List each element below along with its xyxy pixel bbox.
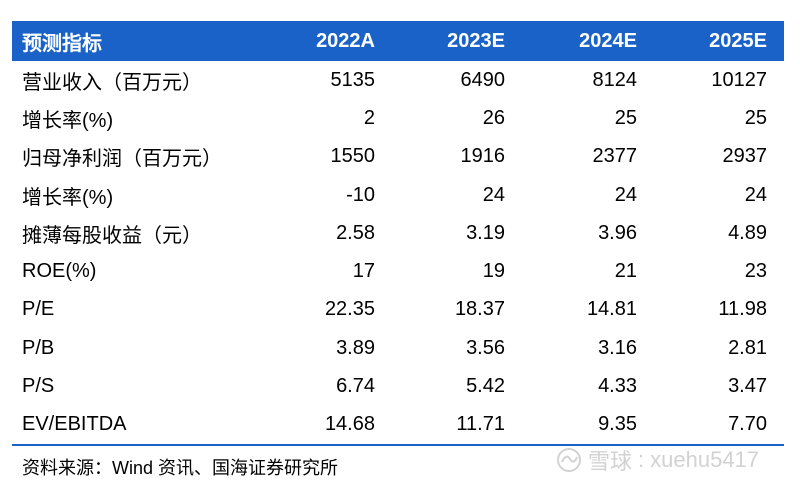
cell-value: 24 — [744, 183, 767, 206]
cell-value: 3.89 — [336, 336, 375, 359]
cell-value: 6.74 — [336, 375, 375, 398]
watermark: 雪球 : xuehu5417 — [556, 444, 759, 476]
row-label: 归母净利润（百万元） — [22, 148, 222, 171]
row-label: 增长率(%) — [22, 109, 114, 132]
cell-value: 19 — [482, 260, 505, 283]
row-label: 摊薄每股收益（元） — [22, 224, 202, 247]
cell-value: 3.96 — [598, 221, 637, 244]
cell-value: 1550 — [330, 145, 376, 168]
cell-value: 4.89 — [728, 221, 767, 244]
cell-value: 21 — [614, 260, 637, 283]
row-label: P/B — [22, 336, 55, 359]
cell-value: 23 — [744, 260, 767, 283]
table-row: 增长率(%) -10 24 24 24 — [12, 176, 784, 214]
header-year-2024: 2024E — [579, 29, 637, 52]
table-bottom-divider — [12, 443, 784, 446]
cell-value: 3.19 — [466, 221, 505, 244]
table-row: EV/EBITDA 14.68 11.71 9.35 7.70 — [12, 406, 784, 444]
cell-value: 6490 — [460, 68, 506, 91]
cell-value: 9.35 — [598, 413, 637, 436]
cell-value: 5135 — [330, 68, 376, 91]
cell-value: 2.58 — [336, 221, 375, 244]
table-row: 归母净利润（百万元） 1550 1916 2377 2937 — [12, 138, 784, 176]
cell-value: 3.47 — [728, 375, 767, 398]
table-header: 预测指标 2022A 2023E 2024E 2025E — [12, 21, 784, 61]
cell-value: 22.35 — [324, 298, 375, 321]
cell-value: 3.16 — [598, 336, 637, 359]
cell-value: 26 — [482, 106, 505, 129]
cell-value: 14.68 — [324, 413, 375, 436]
cell-value: 24 — [482, 183, 505, 206]
watermark-brand: 雪球 — [588, 449, 633, 474]
watermark-user: xuehu5417 — [650, 447, 760, 472]
cell-value: 11.98 — [718, 298, 767, 321]
header-year-2022: 2022A — [316, 29, 375, 52]
watermark-separator: : — [638, 447, 645, 472]
row-label: ROE(%) — [22, 260, 97, 283]
cell-value: 2.81 — [728, 336, 767, 359]
cell-value: 2377 — [592, 145, 638, 168]
cell-value: 25 — [614, 106, 637, 129]
row-label: P/E — [22, 298, 55, 321]
cell-value: 2937 — [722, 145, 768, 168]
cell-value: 11.71 — [456, 413, 505, 436]
header-year-2025: 2025E — [709, 29, 767, 52]
cell-value: 18.37 — [454, 298, 505, 321]
table-row: P/B 3.89 3.56 3.16 2.81 — [12, 329, 784, 367]
table-row: 增长率(%) 2 26 25 25 — [12, 99, 784, 137]
cell-value: 5.42 — [466, 375, 505, 398]
row-label: EV/EBITDA — [22, 413, 127, 436]
header-year-2023: 2023E — [447, 29, 505, 52]
row-label: 增长率(%) — [22, 186, 114, 209]
cell-value: 14.81 — [586, 298, 637, 321]
cell-value: 1916 — [460, 145, 506, 168]
source-note: 资料来源：Wind 资讯、国海证券研究所 — [22, 458, 339, 478]
header-label: 预测指标 — [22, 32, 102, 55]
cell-value: 17 — [352, 260, 375, 283]
cell-value: 3.56 — [466, 336, 505, 359]
forecast-table: 预测指标 2022A 2023E 2024E 2025E 营业收入（百万元） 5… — [12, 21, 784, 446]
snowball-logo-icon — [557, 448, 581, 472]
row-label: 营业收入（百万元） — [22, 71, 202, 94]
table-row: 摊薄每股收益（元） 2.58 3.19 3.96 4.89 — [12, 214, 784, 252]
table-row: ROE(%) 17 19 21 23 — [12, 252, 784, 290]
cell-value: 7.70 — [728, 413, 767, 436]
cell-value: 24 — [614, 183, 637, 206]
cell-value: 10127 — [711, 68, 767, 91]
row-label: P/S — [22, 375, 55, 398]
table-row: 营业收入（百万元） 5135 6490 8124 10127 — [12, 61, 784, 99]
cell-value: 8124 — [592, 68, 638, 91]
table-row: P/S 6.74 5.42 4.33 3.47 — [12, 367, 784, 405]
cell-value: 4.33 — [598, 375, 637, 398]
cell-value: 2 — [363, 106, 375, 129]
cell-value: 25 — [744, 106, 767, 129]
table-row: P/E 22.35 18.37 14.81 11.98 — [12, 291, 784, 329]
cell-value: -10 — [346, 183, 375, 206]
